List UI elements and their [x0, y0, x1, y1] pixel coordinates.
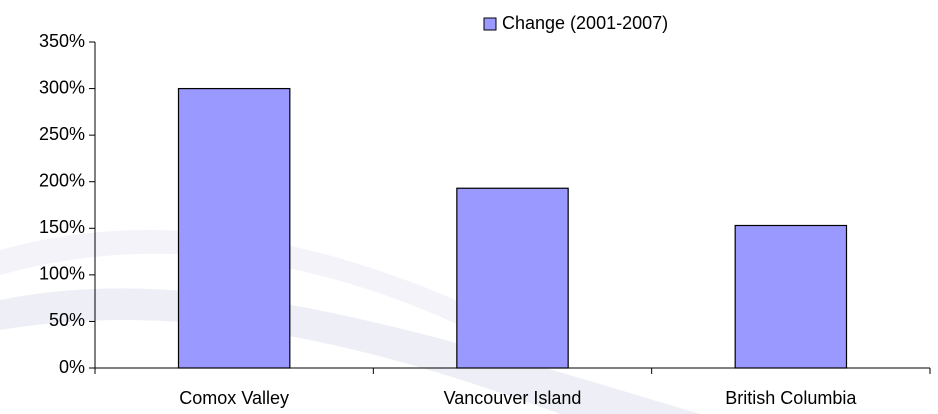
legend-label: Change (2001-2007)	[502, 13, 668, 33]
y-tick-label: 0%	[59, 357, 85, 377]
bar	[734, 224, 848, 369]
y-tick-label: 200%	[39, 170, 85, 190]
x-tick-label: British Columbia	[725, 388, 857, 408]
x-tick-label: Vancouver Island	[444, 388, 582, 408]
bar	[177, 87, 291, 369]
legend-swatch	[483, 17, 497, 31]
y-tick-label: 150%	[39, 217, 85, 237]
x-tick-label: Comox Valley	[179, 388, 289, 408]
y-tick-label: 250%	[39, 124, 85, 144]
background-swoosh	[0, 288, 700, 414]
y-tick-label: 300%	[39, 77, 85, 97]
y-tick-label: 100%	[39, 264, 85, 284]
bar	[456, 187, 569, 369]
y-tick-label: 50%	[49, 310, 85, 330]
y-tick-label: 350%	[39, 31, 85, 51]
